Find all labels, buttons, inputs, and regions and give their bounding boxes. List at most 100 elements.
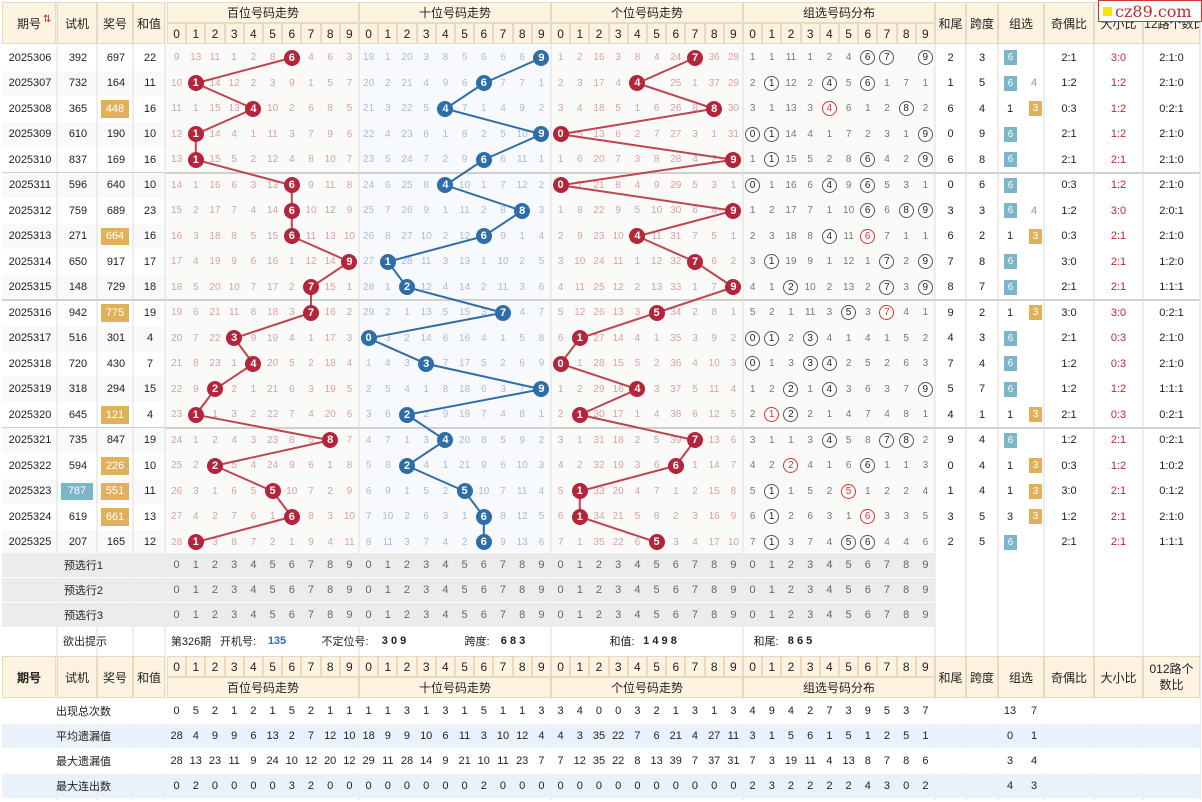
preselect-digit[interactable]: 0 <box>173 559 180 571</box>
preselect-digit[interactable]: 8 <box>519 609 526 621</box>
preselect-digit[interactable]: 0 <box>557 559 564 571</box>
preselect-digit[interactable]: 7 <box>499 584 507 596</box>
period-header[interactable]: 期号 <box>2 2 56 44</box>
preselect-digit[interactable]: 1 <box>384 609 391 621</box>
preselect-digit[interactable]: 8 <box>903 584 910 596</box>
preselect-digit[interactable]: 0 <box>557 584 564 596</box>
preselect-digit[interactable]: 9 <box>730 584 737 596</box>
preselect-digit[interactable]: 3 <box>423 584 430 596</box>
preselect-digit[interactable]: 2 <box>787 609 795 621</box>
preselect-digit[interactable]: 3 <box>615 609 622 621</box>
preselect-digit[interactable]: 3 <box>231 609 238 621</box>
preselect-digit[interactable]: 1 <box>768 584 775 596</box>
preselect-digit[interactable]: 4 <box>826 584 833 596</box>
preselect-digit[interactable]: 4 <box>634 559 641 571</box>
preselect-digit[interactable]: 0 <box>749 559 756 571</box>
preselect-digit[interactable]: 4 <box>442 559 449 571</box>
preselect-digit[interactable]: 4 <box>634 609 641 621</box>
preselect-digit[interactable]: 6 <box>288 559 295 571</box>
preselect-digit[interactable]: 2 <box>403 559 411 571</box>
preselect-digit[interactable]: 1 <box>768 609 775 621</box>
preselect-digit[interactable]: 8 <box>903 559 910 571</box>
preselect-digit[interactable]: 4 <box>442 584 449 596</box>
preselect-digit[interactable]: 7 <box>307 559 315 571</box>
preselect-digit[interactable]: 8 <box>519 559 526 571</box>
preselect-digit[interactable]: 4 <box>442 609 449 621</box>
preselect-digit[interactable]: 1 <box>192 559 199 571</box>
preselect-digit[interactable]: 5 <box>269 559 276 571</box>
preselect-digit[interactable]: 9 <box>346 584 353 596</box>
preselect-digit[interactable]: 6 <box>480 609 487 621</box>
preselect-digit[interactable]: 9 <box>922 559 929 571</box>
preselect-digit[interactable]: 5 <box>845 609 852 621</box>
preselect-digit[interactable]: 2 <box>211 559 219 571</box>
preselect-digit[interactable]: 4 <box>250 559 257 571</box>
preselect-digit[interactable]: 7 <box>307 584 315 596</box>
sort-icon[interactable]: ⇅ <box>43 14 52 25</box>
preselect-digit[interactable]: 7 <box>499 559 507 571</box>
preselect-digit[interactable]: 3 <box>807 584 814 596</box>
preselect-digit[interactable]: 2 <box>211 609 219 621</box>
footer-period-header[interactable]: 期号 <box>2 656 56 698</box>
preselect-digit[interactable]: 5 <box>461 559 468 571</box>
preselect-digit[interactable]: 2 <box>595 584 603 596</box>
preselect-digit[interactable]: 1 <box>576 584 583 596</box>
preselect-digit[interactable]: 2 <box>595 559 603 571</box>
preselect-digit[interactable]: 9 <box>538 609 545 621</box>
preselect-digit[interactable]: 6 <box>288 609 295 621</box>
preselect-digit[interactable]: 0 <box>365 584 372 596</box>
preselect-digit[interactable]: 3 <box>807 609 814 621</box>
preselect-digit[interactable]: 7 <box>691 559 699 571</box>
preselect-digit[interactable]: 1 <box>192 584 199 596</box>
preselect-digit[interactable]: 0 <box>749 609 756 621</box>
preselect-digit[interactable]: 7 <box>691 609 699 621</box>
preselect-digit[interactable]: 9 <box>730 609 737 621</box>
preselect-digit[interactable]: 6 <box>480 559 487 571</box>
preselect-digit[interactable]: 5 <box>269 584 276 596</box>
preselect-digit[interactable]: 1 <box>192 609 199 621</box>
preselect-digit[interactable]: 1 <box>384 584 391 596</box>
preselect-digit[interactable]: 8 <box>711 609 718 621</box>
preselect-digit[interactable]: 5 <box>269 609 276 621</box>
preselect-digit[interactable]: 7 <box>883 584 891 596</box>
preselect-digit[interactable]: 9 <box>922 609 929 621</box>
preselect-digit[interactable]: 2 <box>787 559 795 571</box>
preselect-digit[interactable]: 7 <box>883 559 891 571</box>
preselect-digit[interactable]: 9 <box>346 559 353 571</box>
preselect-digit[interactable]: 2 <box>403 609 411 621</box>
preselect-digit[interactable]: 8 <box>519 584 526 596</box>
preselect-digit[interactable]: 0 <box>173 609 180 621</box>
preselect-digit[interactable]: 4 <box>826 559 833 571</box>
preselect-digit[interactable]: 4 <box>634 584 641 596</box>
preselect-digit[interactable]: 9 <box>538 584 545 596</box>
preselect-digit[interactable]: 6 <box>672 559 679 571</box>
preselect-digit[interactable]: 2 <box>595 609 603 621</box>
preselect-digit[interactable]: 0 <box>173 584 180 596</box>
preselect-digit[interactable]: 3 <box>231 559 238 571</box>
preselect-digit[interactable]: 0 <box>749 584 756 596</box>
preselect-digit[interactable]: 6 <box>672 609 679 621</box>
preselect-digit[interactable]: 9 <box>730 559 737 571</box>
preselect-digit[interactable]: 0 <box>557 609 564 621</box>
preselect-digit[interactable]: 2 <box>211 584 219 596</box>
preselect-digit[interactable]: 2 <box>403 584 411 596</box>
preselect-digit[interactable]: 3 <box>807 559 814 571</box>
preselect-digit[interactable]: 5 <box>653 559 660 571</box>
preselect-digit[interactable]: 8 <box>711 584 718 596</box>
preselect-digit[interactable]: 3 <box>615 559 622 571</box>
preselect-digit[interactable]: 8 <box>903 609 910 621</box>
preselect-digit[interactable]: 4 <box>250 609 257 621</box>
preselect-digit[interactable]: 8 <box>327 584 334 596</box>
preselect-digit[interactable]: 0 <box>365 609 372 621</box>
preselect-digit[interactable]: 7 <box>499 609 507 621</box>
preselect-digit[interactable]: 7 <box>691 584 699 596</box>
preselect-digit[interactable]: 6 <box>288 584 295 596</box>
preselect-digit[interactable]: 5 <box>845 559 852 571</box>
preselect-digit[interactable]: 1 <box>768 559 775 571</box>
preselect-digit[interactable]: 3 <box>615 584 622 596</box>
preselect-digit[interactable]: 7 <box>307 609 315 621</box>
preselect-digit[interactable]: 3 <box>423 609 430 621</box>
preselect-digit[interactable]: 9 <box>538 559 545 571</box>
preselect-digit[interactable]: 5 <box>653 609 660 621</box>
preselect-digit[interactable]: 4 <box>250 584 257 596</box>
